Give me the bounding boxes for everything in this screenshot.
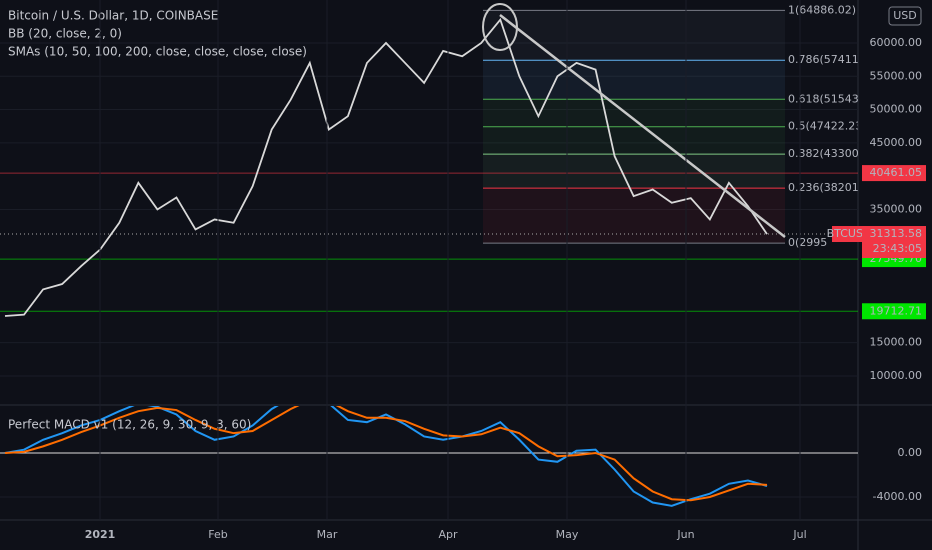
trend-line — [499, 14, 786, 238]
y-tick-label: 15000.00 — [870, 336, 923, 349]
last-price-tag — [862, 226, 926, 259]
fib-label: 0.236(38201.36) — [788, 181, 881, 194]
symbol-tag — [832, 226, 866, 243]
symbol-tag-label: BTCUSD — [827, 227, 872, 240]
fib-zone — [483, 126, 785, 155]
highlight-ellipse — [482, 3, 518, 51]
price-tag — [862, 165, 926, 182]
time-label: May — [556, 528, 579, 541]
fib-zone — [483, 60, 785, 100]
time-label: Mar — [317, 528, 338, 541]
macd-tick-label: 0.00 — [898, 446, 923, 459]
fib-label: 0.382(43300.78) — [788, 147, 881, 160]
indicator-bb: BB (20, close, 2, 0) — [8, 27, 122, 41]
fib-zone — [483, 154, 785, 189]
currency-button[interactable] — [888, 6, 922, 26]
fib-zone — [483, 10, 785, 61]
macd-series — [4, 406, 768, 502]
time-label: Jul — [792, 528, 806, 541]
y-tick-label: 10000.00 — [870, 369, 923, 382]
fib-zone — [483, 99, 785, 127]
time-label: Apr — [438, 528, 458, 541]
last-price-label: 31313.58 — [870, 227, 923, 240]
fib-label: 1(64886.02) — [788, 3, 856, 16]
y-tick-label: 45000.00 — [870, 136, 923, 149]
time-label: 2021 — [85, 528, 116, 541]
symbol-title: Bitcoin / U.S. Dollar, 1D, COINBASE — [8, 9, 218, 23]
countdown-label: 23:43:05 — [873, 242, 922, 255]
fib-label: 0(2995 — [788, 236, 827, 249]
price-line-series — [4, 17, 768, 317]
y-tick-label: 60000.00 — [870, 36, 923, 49]
y-tick-label: 50000.00 — [870, 103, 923, 116]
fib-label: 0.5(47422.23) — [788, 120, 867, 133]
time-label: Jun — [676, 528, 694, 541]
y-tick-label: 35000.00 — [870, 202, 923, 215]
macd-tick-label: -4000.00 — [873, 490, 922, 503]
fib-label: 0.618(51543.69) — [788, 92, 881, 105]
price-tag-label: 19712.71 — [870, 304, 923, 317]
time-label: Feb — [208, 528, 227, 541]
indicator-sma: SMAs (10, 50, 100, 200, close, close, cl… — [8, 45, 307, 59]
macd-title: Perfect MACD v1 (12, 26, 9, 30, 9, 3, 60… — [8, 418, 251, 432]
currency-label[interactable]: USD — [893, 9, 917, 22]
price-tag-label: 40461.05 — [870, 166, 923, 179]
macd-series — [4, 406, 768, 507]
y-tick-label: 55000.00 — [870, 69, 923, 82]
price-tag — [862, 303, 926, 320]
fib-label: 0.786(57411.52) — [788, 53, 881, 66]
